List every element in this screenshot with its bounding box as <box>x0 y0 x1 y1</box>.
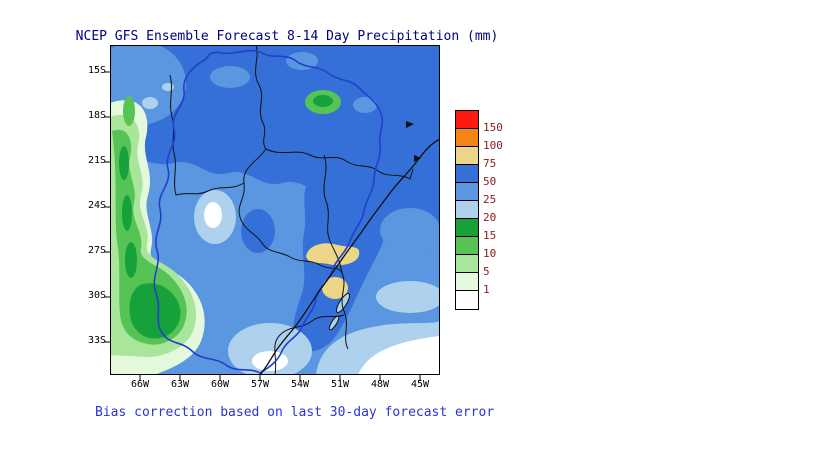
legend-threshold-label: 10 <box>483 247 497 260</box>
legend-threshold-label: 100 <box>483 139 503 152</box>
legend-threshold-label: 50 <box>483 175 497 188</box>
map-frame <box>110 45 440 375</box>
lon-axis-label: 45W <box>410 379 430 390</box>
lon-axis-label: 63W <box>170 379 190 390</box>
legend-threshold-label: 20 <box>483 211 497 224</box>
map-svg <box>104 45 440 381</box>
lat-axis-label: 27S <box>87 245 106 256</box>
legend-color-swatch <box>456 273 478 291</box>
color-scale-legend <box>455 110 479 310</box>
country-borders <box>169 45 414 375</box>
legend-color-swatch <box>456 129 478 147</box>
lon-axis-label: 57W <box>250 379 270 390</box>
lon-axis-label: 48W <box>370 379 390 390</box>
legend-color-swatch <box>456 111 478 129</box>
legend-threshold-label: 1 <box>483 283 490 296</box>
lon-axis-label: 51W <box>330 379 350 390</box>
lat-axis-label: 21S <box>87 155 106 166</box>
legend-color-swatch <box>456 147 478 165</box>
legend-threshold-label: 25 <box>483 193 497 206</box>
bias-note: Bias correction based on last 30-day for… <box>95 405 495 420</box>
legend-color-swatch <box>456 255 478 273</box>
lon-axis-label: 54W <box>290 379 310 390</box>
legend-threshold-label: 75 <box>483 157 497 170</box>
lon-axis-label: 60W <box>210 379 230 390</box>
axis-ticks <box>104 71 421 381</box>
lat-axis-label: 18S <box>87 110 106 121</box>
coastline <box>259 138 440 375</box>
lat-axis-label: 30S <box>87 290 106 301</box>
legend-color-swatch <box>456 219 478 237</box>
legend-threshold-label: 150 <box>483 121 503 134</box>
precipitation-map <box>104 45 440 381</box>
legend-color-swatch <box>456 183 478 201</box>
lat-axis-label: 15S <box>87 65 106 76</box>
lat-axis-label: 24S <box>87 200 106 211</box>
legend-threshold-label: 5 <box>483 265 490 278</box>
title-line-1: NCEP GFS Ensemble Forecast 8-14 Day Prec… <box>75 29 499 44</box>
legend-color-swatch <box>456 237 478 255</box>
lat-axis-label: 33S <box>87 335 106 346</box>
lon-axis-label: 66W <box>130 379 150 390</box>
legend-color-swatch <box>456 291 478 309</box>
basin-outline <box>153 49 384 374</box>
legend-color-swatch <box>456 165 478 183</box>
legend-threshold-label: 15 <box>483 229 497 242</box>
precip-shading <box>110 45 440 375</box>
legend-color-swatch <box>456 201 478 219</box>
